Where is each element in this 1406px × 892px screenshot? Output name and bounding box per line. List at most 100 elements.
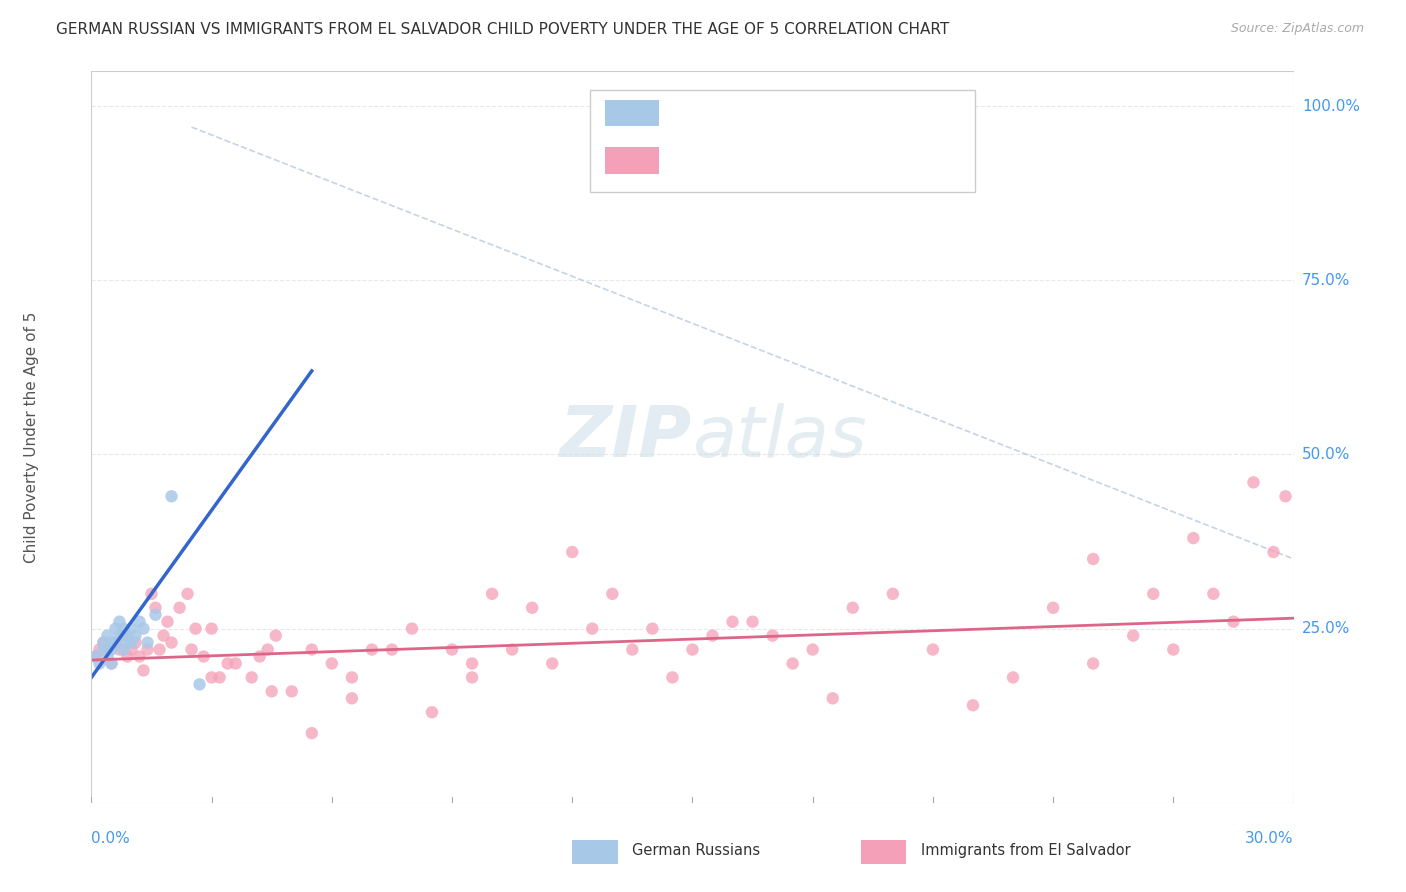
Point bbox=[381, 642, 404, 657]
Point bbox=[681, 642, 703, 657]
Point bbox=[440, 642, 463, 657]
Point bbox=[93, 635, 115, 649]
Point bbox=[922, 642, 945, 657]
Point bbox=[1083, 657, 1105, 671]
Text: 100.0%: 100.0% bbox=[1302, 99, 1360, 113]
FancyBboxPatch shape bbox=[591, 90, 974, 192]
Point bbox=[124, 629, 146, 643]
Point bbox=[93, 635, 115, 649]
Point bbox=[121, 635, 143, 649]
Bar bbox=[860, 840, 907, 863]
Text: 0.667: 0.667 bbox=[728, 103, 780, 120]
Point bbox=[84, 649, 107, 664]
Point bbox=[180, 642, 202, 657]
Text: R =: R = bbox=[675, 152, 709, 167]
Point bbox=[340, 691, 363, 706]
Point bbox=[121, 642, 143, 657]
Point bbox=[741, 615, 763, 629]
Point bbox=[1243, 475, 1265, 490]
Point bbox=[225, 657, 247, 671]
Point bbox=[100, 657, 122, 671]
Point bbox=[264, 629, 287, 643]
Point bbox=[501, 642, 523, 657]
Point bbox=[581, 622, 603, 636]
Point bbox=[96, 629, 118, 643]
Point bbox=[821, 691, 844, 706]
Point bbox=[93, 642, 115, 657]
Point bbox=[1263, 545, 1285, 559]
Point bbox=[621, 642, 644, 657]
Point bbox=[240, 670, 263, 684]
Point bbox=[762, 629, 785, 643]
Point bbox=[132, 664, 155, 678]
Point bbox=[176, 587, 198, 601]
Text: R =: R = bbox=[675, 104, 709, 120]
Point bbox=[281, 684, 304, 698]
Point bbox=[1083, 552, 1105, 566]
Point bbox=[104, 635, 127, 649]
Point bbox=[340, 670, 363, 684]
Point bbox=[841, 600, 863, 615]
Point bbox=[117, 629, 139, 643]
Point bbox=[461, 670, 484, 684]
Text: Immigrants from El Salvador: Immigrants from El Salvador bbox=[921, 843, 1130, 858]
Point bbox=[108, 629, 131, 643]
Point bbox=[141, 587, 163, 601]
Text: 25.0%: 25.0% bbox=[1302, 621, 1350, 636]
Point bbox=[641, 622, 664, 636]
Text: N =: N = bbox=[815, 152, 862, 167]
Point bbox=[100, 642, 122, 657]
Text: 50.0%: 50.0% bbox=[1302, 447, 1350, 462]
Text: GERMAN RUSSIAN VS IMMIGRANTS FROM EL SALVADOR CHILD POVERTY UNDER THE AGE OF 5 C: GERMAN RUSSIAN VS IMMIGRANTS FROM EL SAL… bbox=[56, 22, 949, 37]
Point bbox=[112, 629, 135, 643]
Point bbox=[193, 649, 215, 664]
Point bbox=[117, 635, 139, 649]
Point bbox=[121, 622, 143, 636]
Point bbox=[145, 607, 167, 622]
Point bbox=[1122, 629, 1144, 643]
Point bbox=[201, 622, 224, 636]
Point bbox=[1202, 587, 1225, 601]
Point bbox=[702, 629, 724, 643]
Text: 25: 25 bbox=[869, 103, 893, 120]
Point bbox=[104, 622, 127, 636]
Point bbox=[1182, 531, 1205, 545]
Point bbox=[112, 642, 135, 657]
Text: Source: ZipAtlas.com: Source: ZipAtlas.com bbox=[1230, 22, 1364, 36]
Point bbox=[217, 657, 239, 671]
Point bbox=[1042, 600, 1064, 615]
Text: Child Poverty Under the Age of 5: Child Poverty Under the Age of 5 bbox=[24, 311, 39, 563]
Text: 0.0%: 0.0% bbox=[91, 830, 131, 846]
Point bbox=[301, 642, 323, 657]
Point bbox=[145, 600, 167, 615]
Point bbox=[132, 622, 155, 636]
Text: 0.127: 0.127 bbox=[728, 150, 782, 168]
Point bbox=[124, 635, 146, 649]
Point bbox=[260, 684, 283, 698]
Point bbox=[96, 642, 118, 657]
Point bbox=[100, 635, 122, 649]
Point bbox=[136, 642, 159, 657]
Point bbox=[136, 635, 159, 649]
Point bbox=[112, 622, 135, 636]
Point bbox=[256, 642, 278, 657]
Point bbox=[541, 657, 564, 671]
Text: 30.0%: 30.0% bbox=[1246, 830, 1294, 846]
Point bbox=[360, 642, 382, 657]
Point bbox=[249, 649, 271, 664]
Point bbox=[602, 587, 624, 601]
Text: atlas: atlas bbox=[692, 402, 868, 472]
Point bbox=[89, 642, 111, 657]
Point bbox=[201, 670, 224, 684]
Point bbox=[96, 649, 118, 664]
Bar bbox=[605, 147, 659, 174]
Point bbox=[160, 635, 183, 649]
Point bbox=[461, 657, 484, 671]
Point bbox=[420, 705, 443, 719]
Point bbox=[169, 600, 191, 615]
Point bbox=[128, 615, 150, 629]
Point bbox=[188, 677, 211, 691]
Point bbox=[108, 615, 131, 629]
Bar bbox=[572, 840, 617, 863]
Point bbox=[184, 622, 207, 636]
